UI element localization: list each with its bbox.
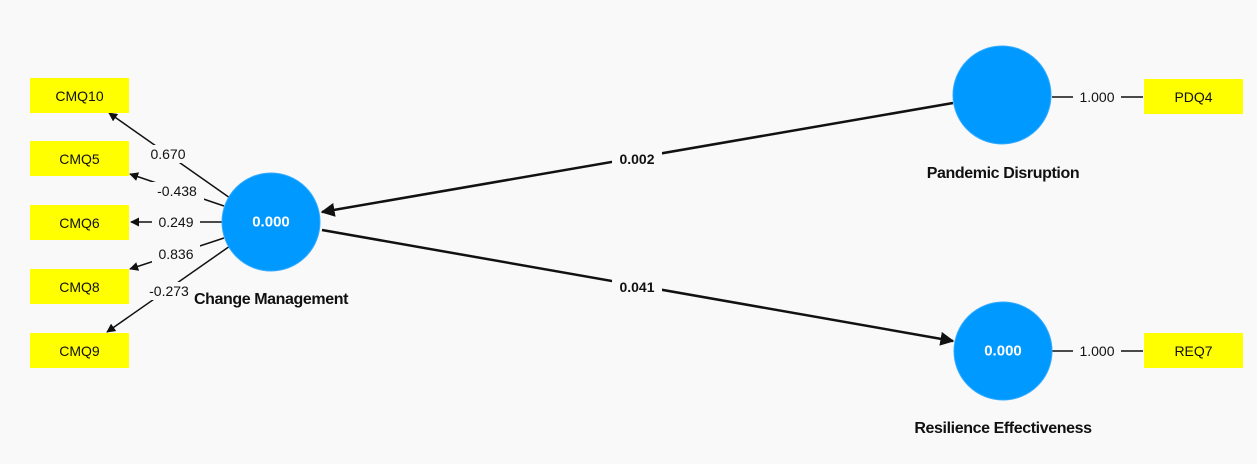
loading-value-req7: 1.000 [1079,343,1114,359]
indicator-box [30,78,129,113]
indicator-label: CMQ6 [59,215,100,231]
loading-label-bg [150,182,204,200]
indicator-label: REQ7 [1174,343,1212,359]
indicator-box [30,205,129,240]
loading-cmq6[interactable]: 0.249 [130,213,222,231]
loading-req7[interactable]: 1.000 [1052,342,1143,360]
indicator-cmq8[interactable]: CMQ8 [30,269,129,304]
indicator-box [30,141,129,176]
indicator-cmq9[interactable]: CMQ9 [30,333,129,368]
loading-cmq5[interactable]: -0.438 [129,172,225,207]
indicator-box [1144,333,1243,368]
indicator-pdq4[interactable]: PDQ4 [1144,79,1243,114]
loading-label-bg [1073,88,1121,106]
loading-cmq8[interactable]: 0.836 [129,237,225,271]
path-coefficient-pd-cm: 0.002 [619,151,654,167]
loading-label-bg [144,145,192,163]
loading-label-bg [152,213,200,231]
path-coefficient-cm-re: 0.041 [619,279,654,295]
latent-circle [953,301,1053,401]
latent-name: Pandemic Disruption [927,165,1079,182]
latent-name: Change Management [194,291,349,308]
indicator-label: CMQ5 [59,151,100,167]
loading-cmq10[interactable]: 0.670 [108,112,231,199]
path-coefficient-bg [612,278,662,296]
latent-r2-value: 0.000 [984,343,1022,360]
loading-value-cmq10: 0.670 [150,146,185,162]
loading-label-bg [152,245,200,263]
latent-resilience-effectiveness[interactable]: 0.000 Resilience Effectiveness [914,301,1092,437]
latent-name: Resilience Effectiveness [914,420,1092,437]
latent-pandemic-disruption[interactable]: Pandemic Disruption [927,45,1080,182]
indicator-box [30,333,129,368]
indicator-req7[interactable]: REQ7 [1144,333,1243,368]
indicator-label: PDQ4 [1174,89,1212,105]
loading-value-pdq4: 1.000 [1079,89,1114,105]
latent-circle [952,45,1052,145]
indicator-cmq5[interactable]: CMQ5 [30,141,129,176]
indicator-label: CMQ8 [59,279,100,295]
indicator-label: CMQ9 [59,343,100,359]
loading-label-bg [143,282,195,300]
latent-change-management[interactable]: 0.000 Change Management [194,172,350,308]
loading-cmq9[interactable]: -0.273 [106,245,231,333]
indicator-box [30,269,129,304]
structural-path-cm-re[interactable]: 0.041 [321,228,955,346]
loading-value-cmq8: 0.836 [158,246,193,262]
latent-circle [221,172,321,272]
path-coefficient-bg [612,150,662,168]
loading-value-cmq6: 0.249 [158,214,193,230]
structural-path-pd-cm[interactable]: 0.002 [320,101,954,217]
indicator-cmq10[interactable]: CMQ10 [30,78,129,113]
indicator-box [1144,79,1243,114]
latent-r2-value: 0.000 [252,214,290,231]
loading-pdq4[interactable]: 1.000 [1052,88,1143,106]
loading-label-bg [1073,342,1121,360]
indicator-cmq6[interactable]: CMQ6 [30,205,129,240]
loading-value-cmq9: -0.273 [149,283,189,299]
indicator-label: CMQ10 [55,88,103,104]
loading-value-cmq5: -0.438 [157,183,197,199]
